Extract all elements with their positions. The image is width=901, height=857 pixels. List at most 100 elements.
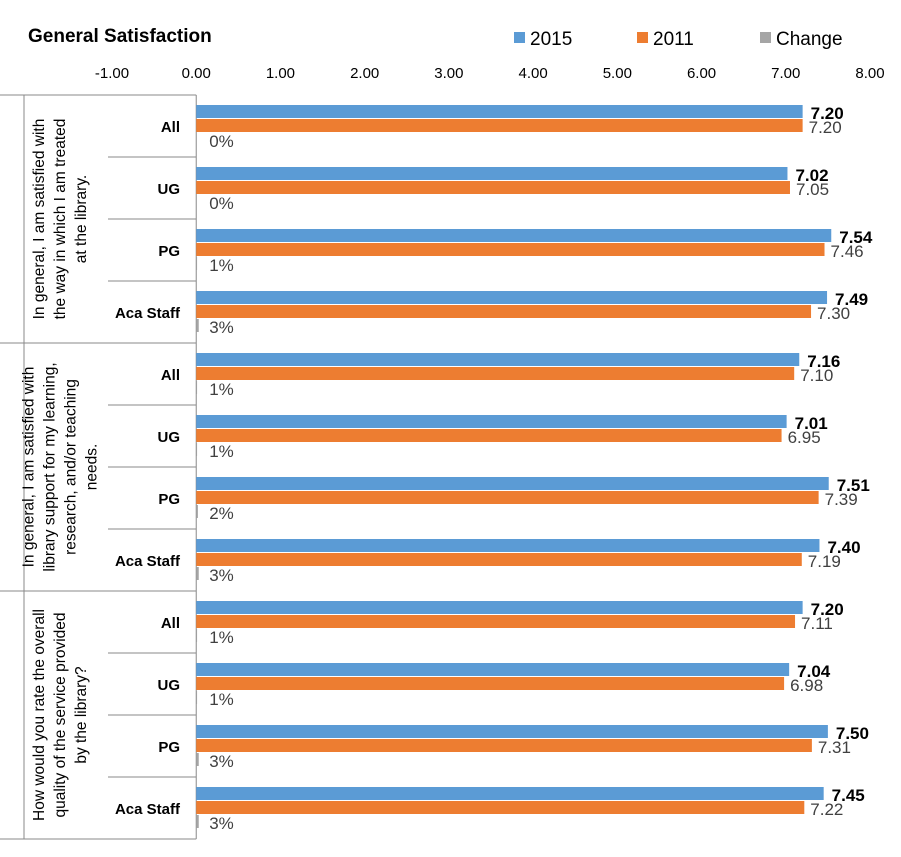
x-axis-tick-labels: -1.00 0.00 1.00 2.00 3.00 4.00 5.00 6.00 7.00 8.0… [95,65,885,82]
data-label-change: 1% [209,690,234,709]
x-tick-label: 1.00 [266,65,295,82]
data-label-change: 1% [209,256,234,275]
group-label: How would you rate the overall quality of… [31,609,90,821]
category-label: UG [158,677,181,694]
data-label-2015: 7.02 [795,166,828,185]
data-label-2011: 7.46 [831,242,864,261]
category-label: PG [158,243,180,260]
legend-swatch-2015 [514,32,525,43]
data-label-change: 1% [209,628,234,647]
bar-2015 [196,787,824,800]
bar-2011 [196,243,825,256]
group-label: In general, I am satisfied with library s… [21,362,101,571]
category-label: Aca Staff [115,801,181,818]
legend-swatch-2011 [637,32,648,43]
group-label-line: at the library. [73,175,90,263]
data-label-2011: 6.98 [790,676,823,695]
data-label-change: 3% [209,566,234,585]
bar-change [196,257,198,270]
data-label-2011: 7.20 [809,118,842,137]
category-label: UG [158,429,181,446]
data-label-2011: 6.95 [788,428,821,447]
data-label-2011: 7.19 [808,552,841,571]
group-label-line: the way in which I am treated [52,119,69,320]
bar-change [196,381,198,394]
bar-2015 [196,663,790,676]
chart-frame [0,94,197,840]
bar-2011 [196,615,796,628]
data-label-2015: 7.54 [839,228,873,247]
bar-2011 [196,367,795,380]
group-label-line: In general, I am satisfied with [21,367,38,568]
data-label-change: 3% [209,814,234,833]
x-tick-label: -1.00 [95,65,129,82]
group-label-line: quality of the service provided [52,612,69,817]
chart-title: General Satisfaction [28,26,212,47]
group-label-line: library support for my learning, [42,362,59,571]
data-label-change: 0% [209,194,234,213]
data-label-2015: 7.01 [795,414,828,433]
x-tick-label: 5.00 [603,65,632,82]
category-labels: All UG PG Aca Staff All UG PG Aca Staff All UG PG A… [115,119,181,818]
group-label-line: In general, I am satisfied with [31,119,48,320]
bar-2015 [196,539,820,552]
group-label-line: How would you rate the overall [31,609,48,821]
data-label-2015: 7.45 [832,786,865,805]
data-label-change: 1% [209,380,234,399]
data-label-2011: 7.39 [825,490,858,509]
bar-2015 [196,105,803,118]
category-label: Aca Staff [115,305,181,322]
data-label-2011: 7.11 [801,614,833,633]
data-label-2015: 7.20 [811,104,844,123]
x-tick-label: 3.00 [434,65,463,82]
bar-2011 [196,429,782,442]
bar-2015 [196,229,832,242]
bar-change [196,319,199,332]
category-label: UG [158,181,181,198]
data-label-2015: 7.20 [811,600,844,619]
data-label-2015: 7.50 [836,724,869,743]
category-label: All [161,367,180,384]
data-label-2011: 7.22 [810,800,843,819]
x-tick-label: 8.00 [855,65,884,82]
bar-change [196,691,198,704]
data-label-2015: 7.40 [827,538,860,557]
bar-change [196,505,198,518]
bar-2015 [196,415,787,428]
bar-change [196,443,198,456]
bar-2015 [196,167,788,180]
legend-label-change: Change [776,29,843,50]
category-label: Aca Staff [115,553,181,570]
data-label-2015: 7.16 [807,352,840,371]
data-label-2011: 7.10 [800,366,833,385]
data-label-2015: 7.04 [797,662,831,681]
data-label-change: 3% [209,318,234,337]
group-label-line: research, and/or teaching [63,379,80,555]
data-label-2011: 7.31 [818,738,851,757]
bar-2011 [196,491,819,504]
legend-label-2015: 2015 [530,29,572,50]
category-label: PG [158,491,180,508]
data-label-2015: 7.49 [835,290,868,309]
group-label-line: needs. [84,444,101,491]
data-label-change: 3% [209,752,234,771]
group-labels: In general, I am satisfied with the way i… [21,119,101,821]
data-label-change: 0% [209,132,234,151]
bar-change [196,815,199,828]
x-tick-label: 7.00 [771,65,800,82]
bar-2011 [196,119,803,132]
group-label: In general, I am satisfied with the way i… [31,119,90,320]
legend-swatch-change [760,32,771,43]
bar-2011 [196,181,790,194]
bar-2015 [196,291,828,304]
category-label: PG [158,739,180,756]
bar-2011 [196,553,802,566]
x-tick-label: 2.00 [350,65,379,82]
bar-2015 [196,601,803,614]
value-labels: 7.207.200%7.027.050%7.547.461%7.497.303%… [209,104,873,833]
bar-change [196,753,199,766]
data-label-2011: 7.30 [817,304,850,323]
category-label: All [161,615,180,632]
